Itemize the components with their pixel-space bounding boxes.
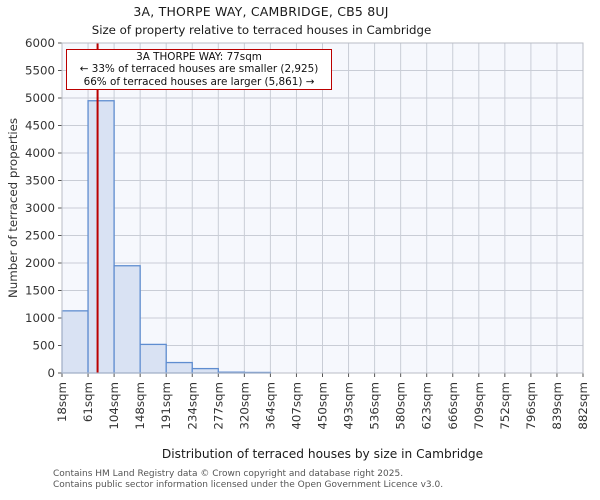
svg-text:18sqm: 18sqm	[55, 382, 69, 422]
annotation-smaller-stat: ← 33% of terraced houses are smaller (2,…	[79, 63, 319, 76]
svg-text:3500: 3500	[25, 174, 55, 188]
svg-text:796sqm: 796sqm	[524, 382, 538, 430]
svg-text:0: 0	[47, 366, 55, 380]
svg-text:3000: 3000	[25, 201, 55, 215]
svg-text:536sqm: 536sqm	[368, 382, 382, 430]
svg-text:148sqm: 148sqm	[133, 382, 147, 430]
svg-text:5500: 5500	[25, 64, 55, 78]
footer-line-1: Contains HM Land Registry data © Crown c…	[53, 469, 404, 479]
svg-text:580sqm: 580sqm	[394, 382, 408, 430]
svg-text:666sqm: 666sqm	[446, 382, 460, 430]
svg-text:2000: 2000	[25, 256, 55, 270]
annotation-larger-stat: 66% of terraced houses are larger (5,861…	[83, 75, 315, 88]
chart-subtitle: Size of property relative to terraced ho…	[91, 23, 432, 37]
svg-text:1500: 1500	[25, 284, 55, 298]
annotation-property-size: 3A THORPE WAY: 77sqm	[136, 51, 262, 63]
svg-text:364sqm: 364sqm	[263, 382, 277, 430]
svg-text:500: 500	[32, 339, 55, 353]
svg-text:277sqm: 277sqm	[211, 382, 225, 430]
svg-text:882sqm: 882sqm	[576, 382, 590, 430]
svg-text:234sqm: 234sqm	[185, 382, 199, 430]
license-footer: Contains HM Land Registry data © Crown c…	[53, 469, 600, 491]
svg-text:407sqm: 407sqm	[289, 382, 303, 430]
svg-text:191sqm: 191sqm	[159, 382, 173, 430]
property-annotation-box: 3A THORPE WAY: 77sqm ← 33% of terraced h…	[66, 49, 332, 90]
svg-text:839sqm: 839sqm	[550, 382, 564, 430]
x-axis-title: Distribution of terraced houses by size …	[161, 447, 484, 461]
svg-text:752sqm: 752sqm	[498, 382, 512, 430]
footer-line-2: Contains public sector information licen…	[53, 479, 444, 490]
svg-text:623sqm: 623sqm	[420, 382, 434, 430]
svg-text:493sqm: 493sqm	[342, 382, 356, 430]
svg-text:5000: 5000	[25, 91, 55, 105]
svg-text:61sqm: 61sqm	[81, 382, 95, 422]
svg-text:709sqm: 709sqm	[472, 382, 486, 430]
y-axis-title: Number of terraced properties	[6, 117, 20, 299]
svg-text:6000: 6000	[25, 36, 55, 50]
svg-text:450sqm: 450sqm	[316, 382, 330, 430]
svg-text:4000: 4000	[25, 146, 55, 160]
svg-text:1000: 1000	[25, 311, 55, 325]
svg-text:4500: 4500	[25, 119, 55, 133]
svg-text:2500: 2500	[25, 229, 55, 243]
svg-text:320sqm: 320sqm	[237, 382, 251, 430]
chart-title: 3A, THORPE WAY, CAMBRIDGE, CB5 8UJ	[133, 4, 389, 19]
svg-text:104sqm: 104sqm	[107, 382, 121, 430]
